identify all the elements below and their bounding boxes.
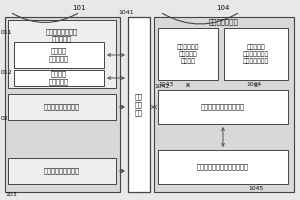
Text: 无线
通信
单元: 无线 通信 单元 <box>135 93 143 116</box>
Text: 1045: 1045 <box>248 186 263 190</box>
Text: 用户界面及数据输入输出单元: 用户界面及数据输入输出单元 <box>197 164 249 170</box>
Text: 011: 011 <box>1 29 13 34</box>
Text: 系统控制与数据交换单元: 系统控制与数据交换单元 <box>201 104 245 110</box>
Text: 心跳起动相天信号
脸感网节点: 心跳起动相天信号 脸感网节点 <box>46 28 78 42</box>
Text: 02: 02 <box>1 116 9 120</box>
Bar <box>8 158 116 184</box>
Bar <box>8 94 116 120</box>
Text: 101: 101 <box>72 5 86 11</box>
Text: 控制与计算中区: 控制与计算中区 <box>209 19 239 25</box>
Bar <box>158 150 288 184</box>
Text: 1041: 1041 <box>118 9 134 15</box>
Text: 角度测量脸感网节点: 角度测量脸感网节点 <box>44 168 80 174</box>
Text: 心跳起动天
信号特征量及动
脉血压计算单元: 心跳起动天 信号特征量及动 脉血压计算单元 <box>243 44 269 64</box>
Text: 104: 104 <box>216 5 230 11</box>
Text: 脉博信号
脸感网节点: 脉博信号 脸感网节点 <box>49 48 69 62</box>
Bar <box>8 20 116 88</box>
Bar <box>128 17 150 192</box>
Bar <box>158 28 218 80</box>
Text: 1044: 1044 <box>246 82 261 86</box>
Text: 阻抗测量脸感网节点: 阻抗测量脸感网节点 <box>44 104 80 110</box>
Text: 心跳起动相关
信号特征点
检测单元: 心跳起动相关 信号特征点 检测单元 <box>177 44 199 64</box>
Bar <box>224 28 288 80</box>
Bar <box>154 17 294 192</box>
Bar <box>158 90 288 124</box>
Bar <box>5 17 120 192</box>
Text: 012: 012 <box>1 70 13 74</box>
Bar <box>14 70 104 86</box>
Text: 1042: 1042 <box>154 84 169 88</box>
Text: 心电信号
脸感网节点: 心电信号 脸感网节点 <box>49 71 69 85</box>
Bar <box>14 42 104 68</box>
Text: 1043: 1043 <box>158 82 173 86</box>
Text: 103: 103 <box>5 192 17 198</box>
